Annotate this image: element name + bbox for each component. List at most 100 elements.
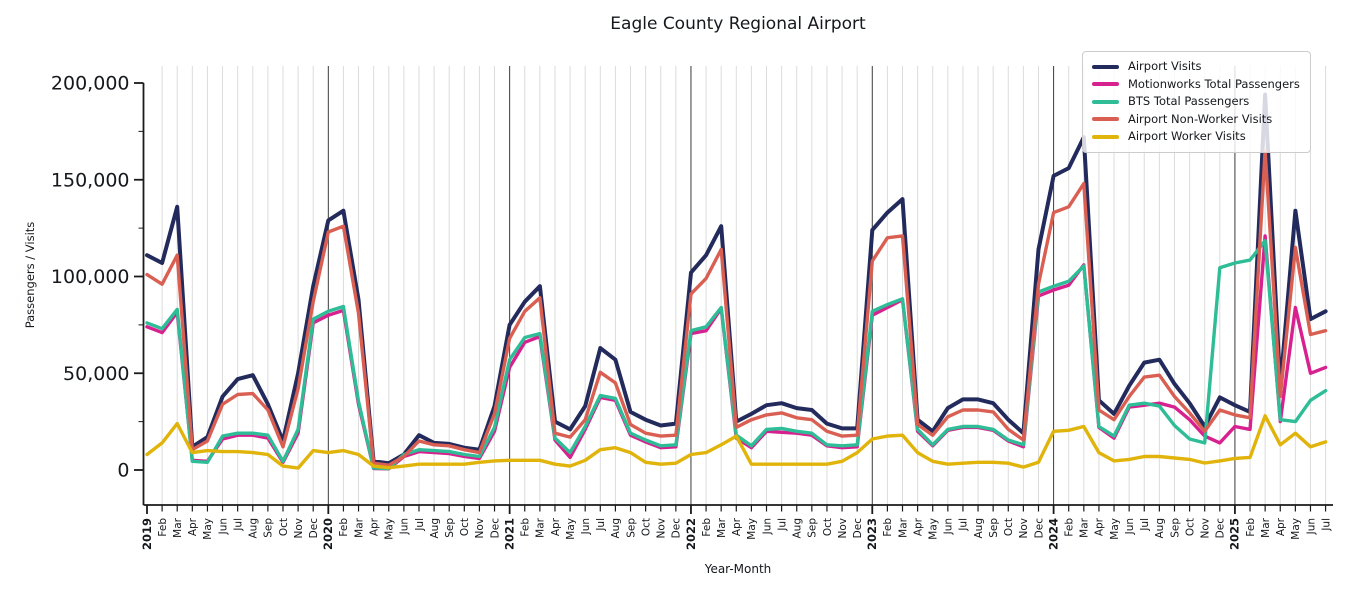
x-tick-label-month: Dec <box>308 518 320 539</box>
x-tick-label-month: Dec <box>671 518 683 539</box>
x-tick-label-year: 2022 <box>684 518 698 550</box>
series-line-airport-non-worker-visits <box>145 148 1328 467</box>
x-tick-label-month: Sep <box>263 518 275 538</box>
legend-item: Airport Visits <box>1092 58 1300 76</box>
x-tick-label-month: Sep <box>625 518 637 538</box>
y-tick-label: 200,000 <box>51 73 130 95</box>
y-tick-label: 150,000 <box>51 169 130 191</box>
x-tick-label-month: Jun <box>217 518 229 535</box>
legend-item: Motionworks Total Passengers <box>1092 76 1300 94</box>
x-tick-label-month: Mar <box>1079 517 1091 537</box>
y-axis-label-wrap: Passengers / Visits <box>8 140 44 410</box>
x-tick-label-month: Dec <box>852 518 864 539</box>
x-tick-label-month: Dec <box>489 518 501 539</box>
x-tick-label-month: Oct <box>1184 518 1196 536</box>
legend-label: Airport Non-Worker Visits <box>1128 111 1273 126</box>
x-tick-label-month: Mar <box>172 517 184 537</box>
x-tick-label-month: Jun <box>399 518 411 535</box>
x-tick-label-month: Mar <box>353 517 365 537</box>
x-tick-label-month: Jun <box>761 518 773 535</box>
x-tick-label-month: Mar <box>897 517 909 537</box>
x-tick-label-month: Apr <box>368 517 380 536</box>
x-tick-label-month: Feb <box>1245 518 1257 537</box>
legend-label: Motionworks Total Passengers <box>1128 76 1300 91</box>
x-tick-label-month: May <box>1109 518 1121 540</box>
legend-swatch <box>1092 99 1119 104</box>
x-axis-label: Year-Month <box>704 562 772 576</box>
x-tick-label-month: Apr <box>550 517 562 536</box>
x-tick-label-month: May <box>928 518 940 540</box>
x-tick-label-month: Oct <box>640 518 652 536</box>
x-tick-label-month: Feb <box>520 518 532 537</box>
x-tick-label-month: Jul <box>958 518 970 532</box>
y-tick-label: 0 <box>117 460 129 482</box>
x-tick-label-month: Apr <box>912 517 924 536</box>
x-tick-label-month: May <box>202 518 214 540</box>
y-tick-label: 100,000 <box>51 266 130 288</box>
x-tick-label-month: Oct <box>822 518 834 536</box>
x-tick-label-month: Oct <box>1003 518 1015 536</box>
x-tick-label-month: Oct <box>278 518 290 536</box>
legend-item: Airport Non-Worker Visits <box>1092 111 1300 129</box>
x-tick-label-month: Aug <box>1154 518 1166 539</box>
legend-label: Airport Visits <box>1128 59 1202 73</box>
x-tick-label-month: Nov <box>293 518 305 539</box>
x-tick-label-month: Mar <box>716 517 728 537</box>
x-tick-label-month: Aug <box>248 518 260 539</box>
x-tick-label-month: Jul <box>595 518 607 532</box>
x-tick-label-year: 2019 <box>140 518 154 550</box>
x-tick-label-month: Aug <box>429 518 441 539</box>
x-tick-label-month: Dec <box>1033 518 1045 539</box>
x-tick-label-month: Dec <box>1215 518 1227 539</box>
chart-title: Eagle County Regional Airport <box>610 14 866 34</box>
x-tick-label-month: Sep <box>988 518 1000 538</box>
x-tick-label-month: Nov <box>1018 518 1030 539</box>
x-tick-label-month: Feb <box>701 518 713 537</box>
x-tick-label-month: May <box>1290 518 1302 540</box>
legend-item: Airport Worker Visits <box>1092 128 1300 146</box>
x-tick-label-month: Feb <box>1064 518 1076 537</box>
x-tick-label-year: 2021 <box>502 518 516 550</box>
x-tick-label-year: 2025 <box>1228 518 1242 550</box>
x-tick-label-month: Aug <box>792 518 804 539</box>
x-tick-label-year: 2020 <box>321 518 335 550</box>
x-tick-label-month: Jul <box>1139 518 1151 532</box>
legend-swatch <box>1092 82 1119 87</box>
legend-swatch <box>1092 64 1119 69</box>
x-tick-label-month: Jul <box>414 518 426 532</box>
x-tick-label-month: May <box>746 518 758 540</box>
x-tick-label-month: Apr <box>187 517 199 536</box>
x-tick-label-month: Sep <box>807 518 819 538</box>
x-tick-label-month: Aug <box>973 518 985 539</box>
x-tick-label-month: Sep <box>444 518 456 538</box>
legend-item: BTS Total Passengers <box>1092 93 1300 111</box>
x-tick-label-month: May <box>384 518 396 540</box>
x-tick-label-month: Feb <box>338 518 350 537</box>
legend-label: Airport Worker Visits <box>1128 129 1246 143</box>
x-tick-label-month: Jul <box>232 518 244 532</box>
x-tick-label-month: Nov <box>1200 518 1212 539</box>
x-tick-label-year: 2024 <box>1046 518 1060 550</box>
x-tick-label-month: Jun <box>580 518 592 535</box>
legend-swatch <box>1092 117 1119 122</box>
legend-swatch <box>1092 134 1119 139</box>
x-tick-label-month: Nov <box>474 518 486 539</box>
x-tick-label-month: Jun <box>1124 518 1136 535</box>
x-tick-label-month: Feb <box>882 518 894 537</box>
x-tick-label-month: Oct <box>459 518 471 536</box>
x-tick-label-month: Jul <box>1320 518 1332 532</box>
x-tick-label-month: Jun <box>943 518 955 535</box>
x-tick-label-month: Jul <box>776 518 788 532</box>
x-tick-label-month: Nov <box>656 518 668 539</box>
legend: Airport Visits Motionworks Total Passenge… <box>1082 51 1311 153</box>
x-tick-label-year: 2023 <box>865 518 879 550</box>
legend-label: BTS Total Passengers <box>1128 94 1250 108</box>
x-tick-label-month: Jun <box>1305 518 1317 535</box>
x-tick-label-month: Mar <box>535 517 547 537</box>
x-tick-label-month: Apr <box>1094 517 1106 536</box>
series-line-airport-worker-visits <box>145 414 1328 470</box>
x-tick-label-month: Apr <box>731 517 743 536</box>
x-tick-label-month: Mar <box>1260 517 1272 537</box>
